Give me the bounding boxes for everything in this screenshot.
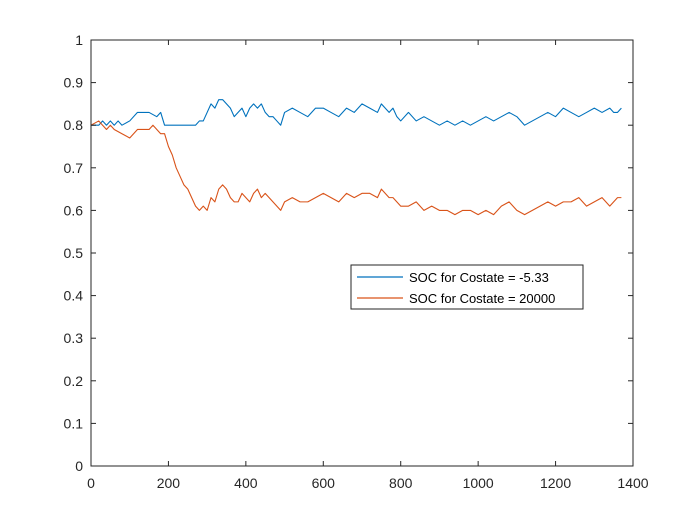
legend: SOC for Costate = -5.33 SOC for Costate =… xyxy=(350,264,584,310)
y-tick-label: 0.5 xyxy=(64,245,84,261)
y-tick-label: 0.3 xyxy=(64,330,84,346)
legend-box xyxy=(350,264,584,310)
x-tick-label: 400 xyxy=(234,475,258,491)
legend-label-1: SOC for Costate = -5.33 xyxy=(409,270,549,285)
plot-area xyxy=(91,40,633,466)
axes-layer: 0 200 400 600 800 1000 1200 1400 0 0.1 0.2 0.3 0.4 0.… xyxy=(64,32,649,491)
y-tick-label: 0 xyxy=(75,458,83,474)
y-tick-label: 0.9 xyxy=(64,75,84,91)
y-tick-label: 0.8 xyxy=(64,117,84,133)
y-tick-label: 0.7 xyxy=(64,160,84,176)
x-tick-label: 200 xyxy=(157,475,181,491)
legend-label-2: SOC for Costate = 20000 xyxy=(409,291,555,306)
y-tick-label: 1 xyxy=(75,32,83,48)
y-tick-label: 0.6 xyxy=(64,202,84,218)
x-tick-label: 1400 xyxy=(617,475,648,491)
series-line-2 xyxy=(90,120,622,216)
x-tick-label: 600 xyxy=(312,475,336,491)
series-layer xyxy=(90,99,622,216)
y-tick-label: 0.2 xyxy=(64,373,84,389)
y-tick-label: 0.1 xyxy=(64,415,84,431)
x-tick-label: 0 xyxy=(87,475,95,491)
y-tick-label: 0.4 xyxy=(64,288,84,304)
x-tick-label: 1200 xyxy=(540,475,571,491)
x-tick-label: 1000 xyxy=(463,475,494,491)
series-line-1 xyxy=(91,99,622,126)
x-tick-label: 800 xyxy=(389,475,413,491)
